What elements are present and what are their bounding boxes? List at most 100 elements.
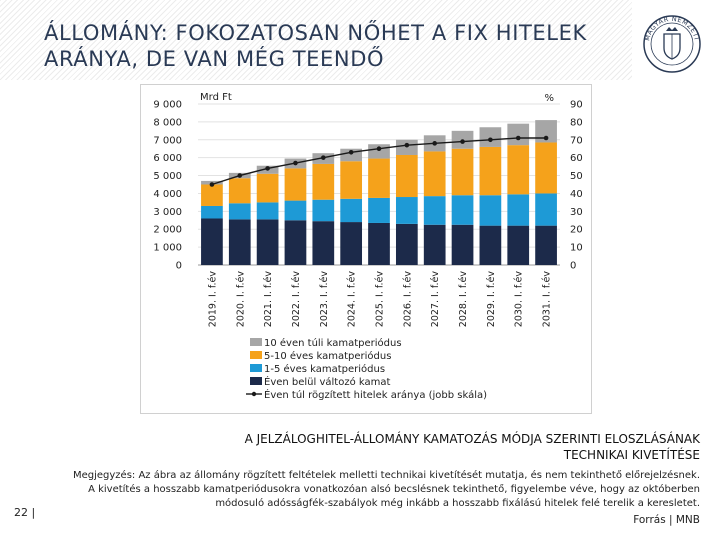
- left-axis-label: Mrd Ft: [200, 92, 232, 103]
- left-tick-label: 1 000: [153, 243, 182, 254]
- slide-title-line-1: ÁLLOMÁNY: FOKOZATOSAN NŐHET A FIX HITELE…: [44, 21, 587, 45]
- bar-s_var: [423, 224, 446, 265]
- bar-s_var: [535, 225, 557, 265]
- bar-s10: [479, 127, 502, 147]
- right-tick-label: 30: [570, 207, 583, 218]
- right-tick-label: 0: [570, 261, 576, 272]
- bar-s_var: [256, 219, 279, 265]
- bar-s5_10: [368, 158, 390, 198]
- bar-s1_5: [451, 195, 474, 225]
- legend-swatch-s_var: [250, 377, 262, 385]
- right-tick-label: 20: [570, 225, 583, 236]
- bar-s_var: [284, 220, 307, 265]
- category-label: 2020. I. f.év: [235, 271, 246, 328]
- right-tick-label: 50: [570, 171, 583, 182]
- legend-label: Éven belül változó kamat: [264, 375, 391, 388]
- category-label: 2027. I. f.év: [430, 271, 441, 328]
- bar-s_var: [228, 219, 251, 265]
- legend-label: 10 éven túli kamatperiódus: [264, 337, 402, 349]
- category-label: 2024. I. f.év: [347, 271, 358, 328]
- category-label: 2029. I. f.év: [486, 271, 497, 328]
- bar-s5_10: [312, 163, 335, 200]
- bar-s5_10: [507, 145, 530, 195]
- category-label: 2023. I. f.év: [319, 271, 330, 328]
- right-tick-label: 90: [570, 100, 583, 111]
- title-background-hatch: [0, 0, 632, 80]
- bar-s1_5: [340, 198, 363, 223]
- share-line-point: [237, 173, 243, 178]
- right-axis-label: %: [544, 93, 554, 104]
- legend-swatch-s1_5: [250, 364, 262, 372]
- share-line-point: [543, 135, 549, 141]
- category-label: 2021. I. f.év: [263, 271, 274, 328]
- legend-label: 5-10 éves kamatperiódus: [264, 350, 391, 362]
- bar-s1_5: [368, 197, 390, 223]
- page-number: 22 |: [14, 506, 36, 519]
- bar-s_var: [507, 225, 530, 265]
- chart-caption: A JELZÁLOGHITEL-ÁLLOMÁNY KAMATOZÁS MÓDJA…: [100, 431, 700, 463]
- left-tick-label: 7 000: [153, 135, 182, 146]
- bar-s1_5: [256, 202, 279, 220]
- share-line-point: [348, 150, 354, 155]
- bar-s5_10: [201, 184, 223, 206]
- bar-s_var: [312, 221, 335, 265]
- bar-s1_5: [312, 199, 335, 222]
- category-label: 2031. I. f.év: [542, 271, 553, 328]
- share-line-point: [265, 166, 270, 171]
- legend-swatch-s5_10: [250, 351, 262, 359]
- bar-s_var: [368, 222, 390, 265]
- legend-label: Éven túl rögzített hitelek aránya (jobb …: [264, 388, 487, 401]
- share-line-point: [488, 137, 493, 143]
- bar-s10: [507, 123, 530, 146]
- category-label: 2030. I. f.év: [514, 271, 525, 328]
- left-tick-label: 6 000: [153, 153, 182, 164]
- bar-s5_10: [228, 178, 251, 204]
- right-tick-label: 70: [570, 135, 583, 146]
- left-tick-label: 8 000: [153, 117, 182, 128]
- share-line-point: [321, 155, 326, 160]
- category-label: 2019. I. f.év: [207, 271, 218, 328]
- mnb-logo: MAGYAR NEMZETI BANK: [642, 14, 701, 73]
- bar-s1_5: [201, 205, 223, 219]
- mortgage-stock-chart: 0 1 000 2 000 3 000 4 000 5 000 6 000 7 000 8 00…: [140, 84, 592, 414]
- slide-title-line-2: ARÁNYA, DE VAN MÉG TEENDŐ: [44, 47, 385, 71]
- bar-s10: [368, 144, 390, 159]
- right-tick-label: 60: [570, 153, 583, 164]
- bar-s_var: [395, 223, 418, 265]
- share-line-point: [404, 142, 410, 148]
- left-tick-label: 0: [176, 261, 182, 272]
- right-tick-label: 10: [570, 243, 583, 254]
- share-line-point: [432, 141, 437, 146]
- footnote-line-1: Megjegyzés: Az ábra az állomány rögzítet…: [72, 470, 700, 481]
- bar-s1_5: [479, 195, 502, 226]
- chart-caption-line-2: TECHNIKAI KIVETÍTÉSE: [563, 448, 700, 462]
- bar-s1_5: [228, 203, 251, 220]
- share-line-point: [293, 160, 298, 166]
- share-line-point: [376, 146, 382, 152]
- bar-s1_5: [535, 193, 557, 226]
- source-label: Forrás | MNB: [633, 514, 700, 526]
- category-label: 2025. I. f.év: [375, 271, 386, 328]
- bar-s_var: [201, 218, 223, 265]
- bar-s1_5: [395, 197, 418, 224]
- bar-s5_10: [284, 168, 307, 201]
- bar-s1_5: [284, 200, 307, 221]
- left-tick-label: 5 000: [153, 171, 182, 182]
- bar-s1_5: [507, 194, 530, 226]
- bar-s5_10: [479, 146, 502, 196]
- bar-s_var: [340, 222, 363, 265]
- bar-s5_10: [451, 148, 474, 196]
- left-tick-label: 2 000: [153, 225, 182, 236]
- share-line-point: [209, 182, 215, 187]
- right-tick-label: 80: [570, 117, 583, 128]
- bar-s5_10: [256, 173, 279, 203]
- left-tick-label: 4 000: [153, 189, 182, 200]
- legend-label: 1-5 éves kamatperiódus: [264, 363, 385, 375]
- left-tick-label: 9 000: [153, 100, 182, 111]
- bar-s5_10: [535, 142, 557, 194]
- category-label: 2022. I. f.év: [291, 271, 302, 328]
- share-line-point: [515, 135, 521, 141]
- chart-caption-line-1: A JELZÁLOGHITEL-ÁLLOMÁNY KAMATOZÁS MÓDJA…: [244, 432, 700, 446]
- category-label: 2026. I. f.év: [402, 271, 413, 328]
- footnote-line-3: módosuló adósságfék-szabályok még inkább…: [215, 498, 700, 509]
